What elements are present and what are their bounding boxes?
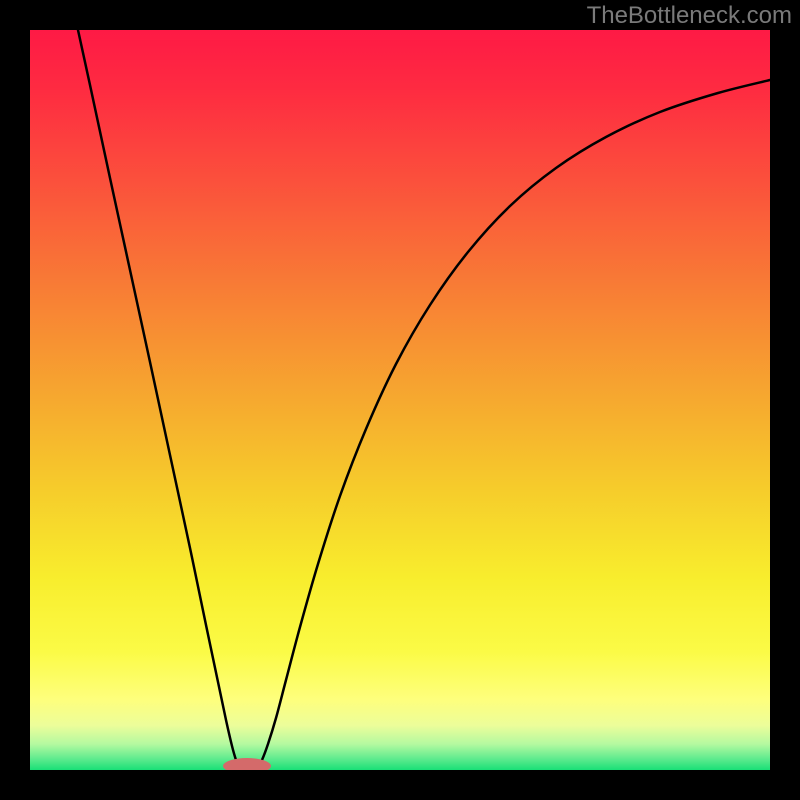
chart-container: TheBottleneck.com [0,0,800,800]
plot-gradient-background [30,30,770,770]
watermark-text: TheBottleneck.com [587,2,792,30]
bottleneck-chart [0,0,800,800]
